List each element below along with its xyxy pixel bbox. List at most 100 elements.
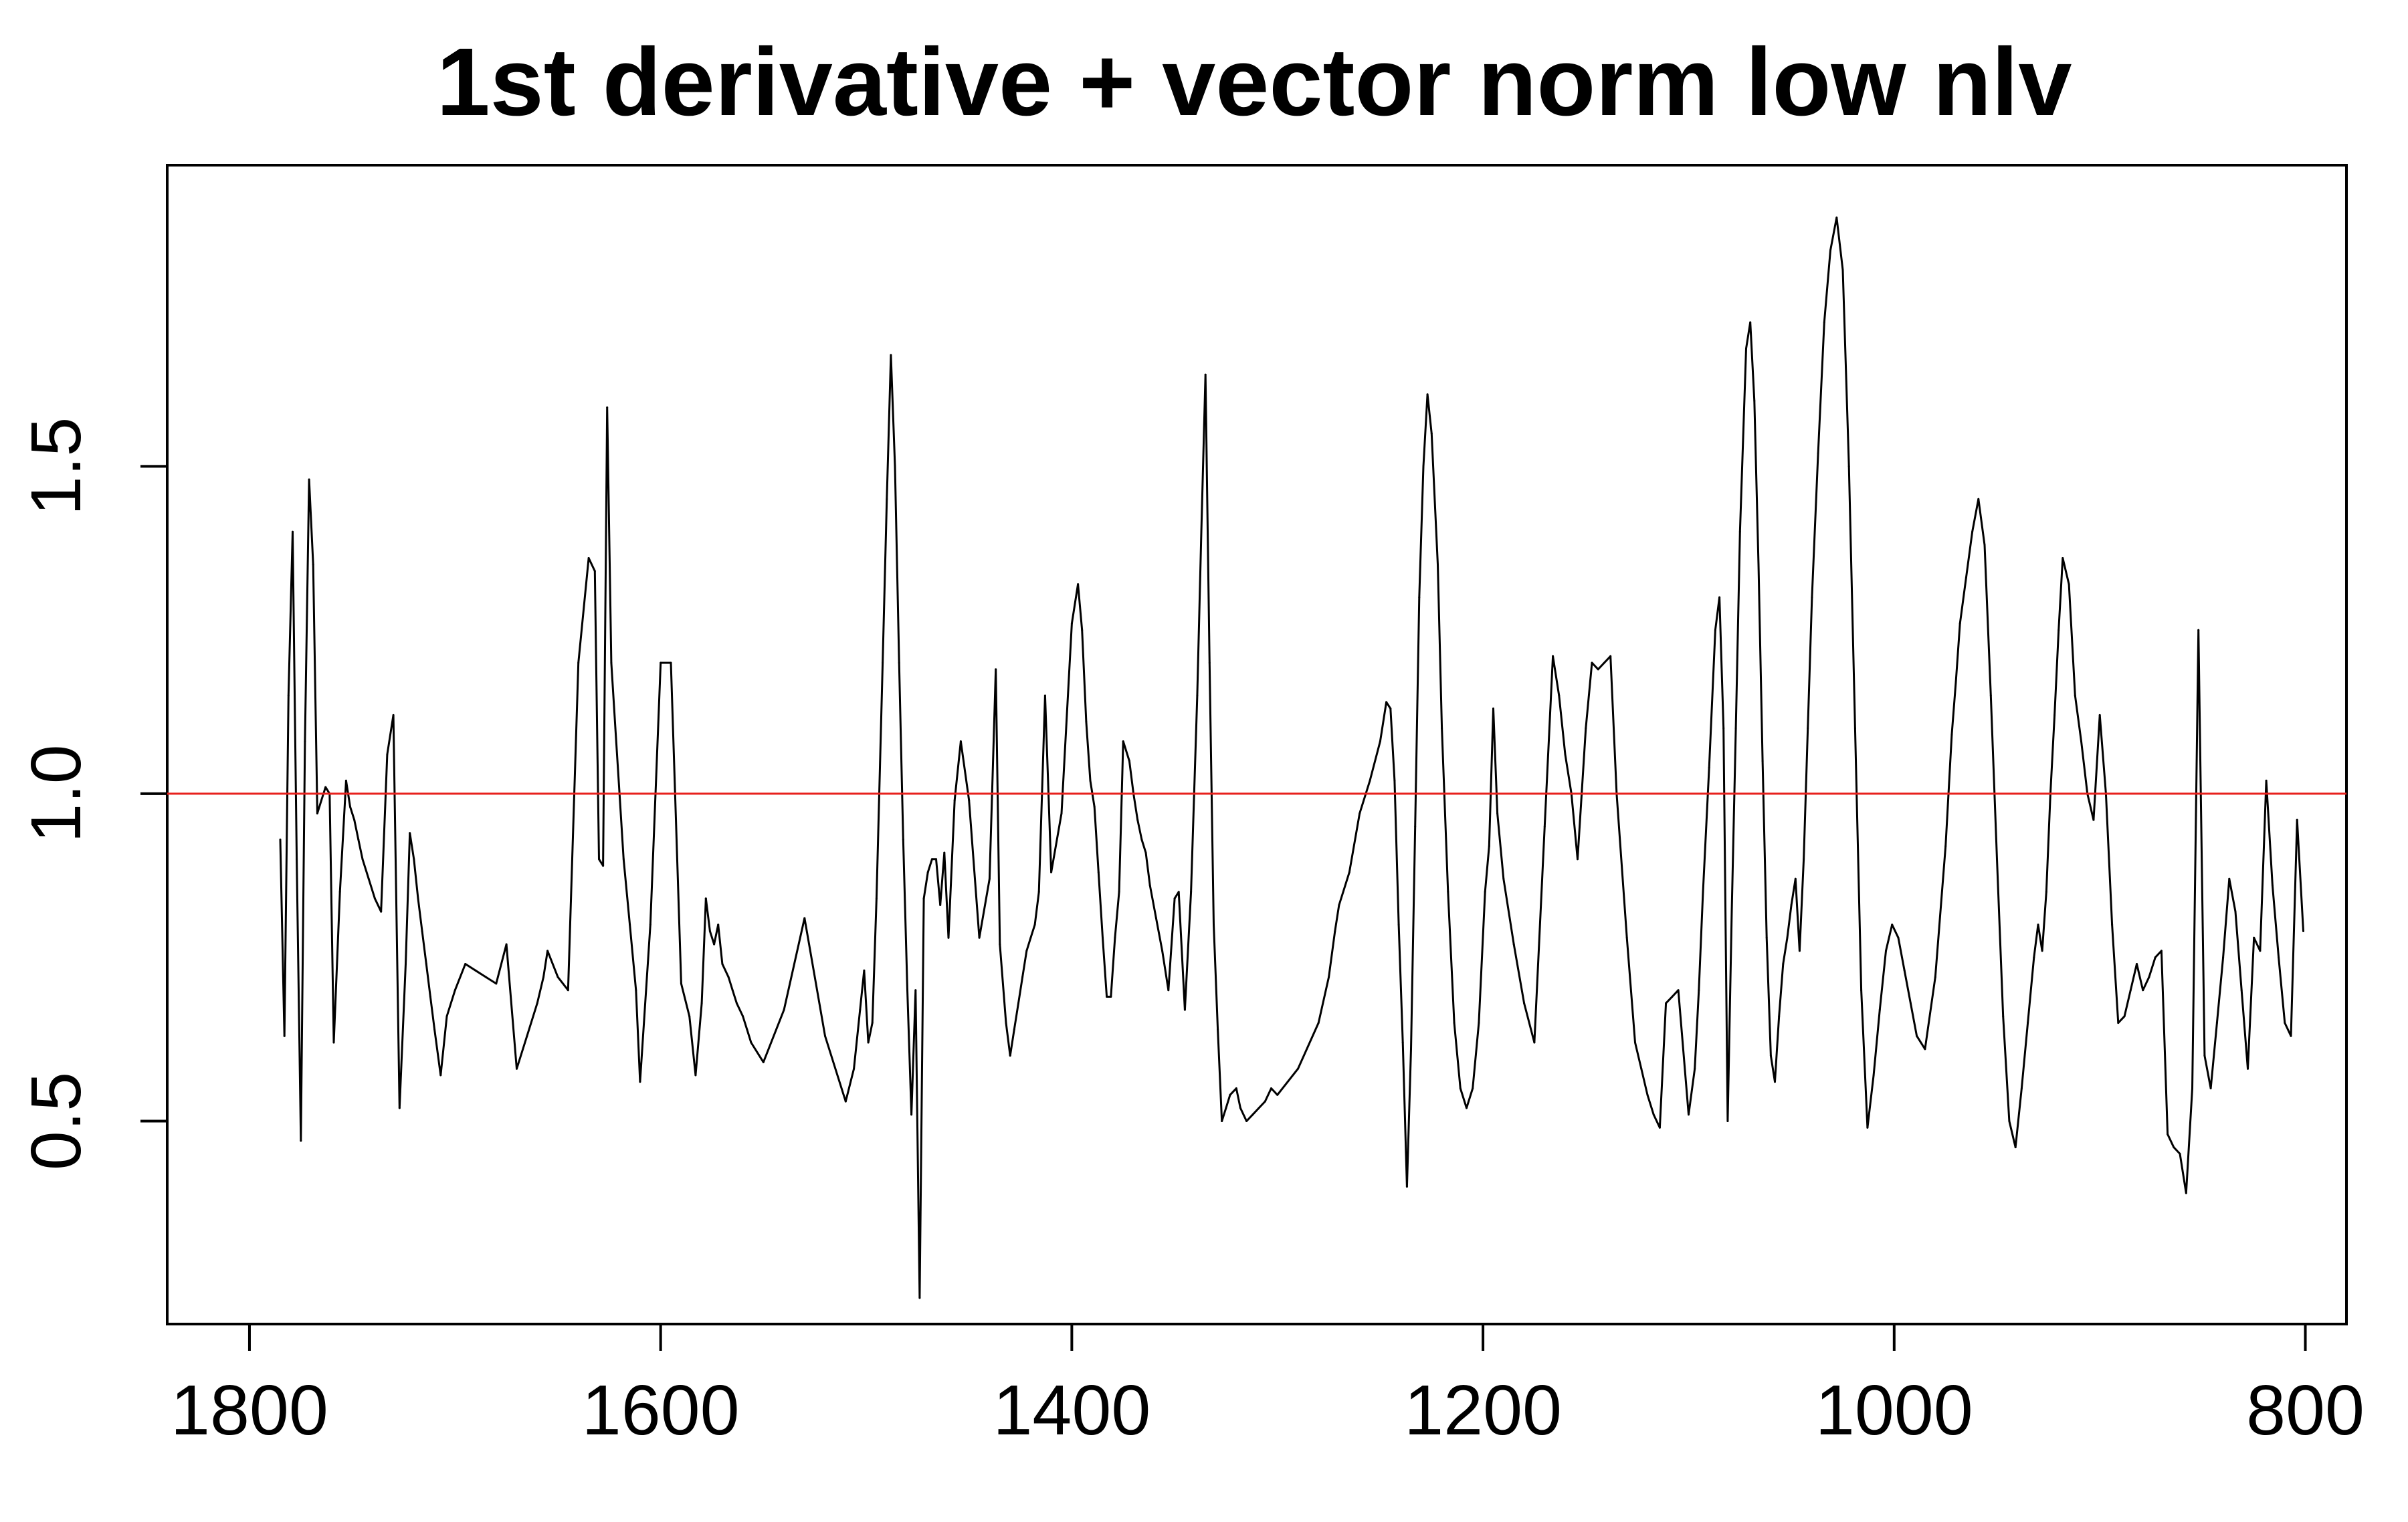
data-point — [2173, 1146, 2175, 1149]
data-point — [1971, 530, 1974, 533]
data-point — [1037, 891, 1040, 893]
data-point — [1453, 1022, 1456, 1024]
data-point — [947, 936, 950, 939]
data-point — [1441, 727, 1443, 730]
data-point — [2074, 694, 2076, 697]
data-point — [1418, 596, 1421, 599]
data-point — [926, 871, 929, 873]
data-point — [398, 1107, 401, 1109]
data-point — [614, 727, 617, 730]
data-point — [1702, 891, 1704, 893]
data-point — [629, 923, 631, 926]
data-point — [1807, 727, 1809, 730]
data-point — [2002, 1015, 2005, 1018]
data-point — [1070, 622, 1073, 625]
data-point — [721, 963, 724, 965]
data-point — [914, 989, 917, 992]
data-point — [708, 930, 711, 932]
data-point — [898, 661, 900, 664]
data-point — [1338, 903, 1340, 906]
data-point — [2027, 1022, 2029, 1024]
data-point — [1841, 269, 1844, 271]
data-point — [2041, 950, 2043, 952]
data-point — [968, 799, 971, 802]
data-point — [304, 740, 306, 743]
data-point — [1348, 871, 1350, 873]
chart-title: 1st derivative + vector norm low nlv — [437, 28, 2072, 136]
data-point — [1665, 1002, 1668, 1004]
data-point — [1089, 779, 1092, 782]
data-point — [2117, 1022, 2120, 1024]
data-point — [1944, 845, 1947, 847]
data-point — [1009, 1055, 1011, 1057]
data-point — [694, 1074, 697, 1077]
data-point — [2179, 1152, 2181, 1155]
data-point — [1264, 1100, 1266, 1103]
data-point — [1552, 655, 1554, 657]
data-point — [1033, 923, 1036, 926]
data-point — [1708, 766, 1710, 769]
data-point — [1102, 936, 1104, 939]
data-point — [602, 865, 605, 867]
data-point — [1853, 727, 1856, 730]
data-point — [587, 557, 590, 559]
data-point — [1646, 1093, 1649, 1096]
data-point — [1459, 1087, 1462, 1089]
data-point — [546, 950, 549, 952]
data-point — [1757, 563, 1760, 566]
data-point — [1258, 1107, 1260, 1109]
data-point — [1128, 760, 1130, 762]
data-point — [1422, 465, 1425, 467]
data-point — [639, 1081, 641, 1083]
data-point — [1021, 976, 1024, 978]
data-point — [890, 354, 892, 356]
data-point — [1634, 1041, 1636, 1044]
data-point — [1245, 1120, 1248, 1122]
data-point — [380, 910, 383, 913]
data-point — [875, 897, 878, 900]
data-point — [2160, 950, 2163, 952]
data-point — [2142, 989, 2144, 992]
data-point — [1730, 910, 1733, 913]
data-point — [484, 976, 487, 978]
data-point — [409, 832, 411, 835]
data-point — [622, 858, 625, 861]
data-point — [1564, 753, 1567, 756]
data-point — [2154, 956, 2156, 959]
data-point — [1484, 891, 1486, 893]
data-point — [1114, 936, 1116, 939]
data-point — [1317, 1022, 1320, 1024]
data-point — [922, 897, 925, 900]
data-point — [577, 661, 580, 664]
data-point — [1414, 825, 1417, 828]
data-point — [1405, 1185, 1408, 1188]
data-point — [2271, 884, 2274, 887]
data-point — [995, 668, 997, 671]
data-point — [1738, 530, 1741, 533]
data-point — [1144, 851, 1147, 854]
data-point — [1597, 668, 1599, 671]
series-points — [279, 216, 2304, 1299]
data-point — [746, 1028, 748, 1030]
data-point — [1005, 1022, 1007, 1024]
data-point — [1213, 923, 1215, 926]
data-point — [988, 877, 991, 880]
data-point — [1118, 891, 1120, 893]
data-point — [439, 1074, 442, 1077]
data-point — [1774, 1081, 1776, 1083]
data-point — [1983, 544, 1986, 546]
data-point — [1866, 1126, 1869, 1129]
data-point — [1533, 1041, 1536, 1044]
series-line — [279, 216, 2304, 1299]
data-point — [1753, 400, 1756, 402]
data-point — [1401, 1041, 1404, 1044]
data-point — [670, 661, 672, 664]
data-point — [353, 819, 356, 821]
data-point — [1835, 216, 1838, 219]
data-point — [1558, 694, 1561, 697]
data-point — [1136, 819, 1139, 821]
data-point — [717, 923, 720, 926]
data-point — [1688, 1113, 1690, 1116]
data-point — [1217, 1028, 1219, 1030]
data-point — [1430, 432, 1433, 435]
